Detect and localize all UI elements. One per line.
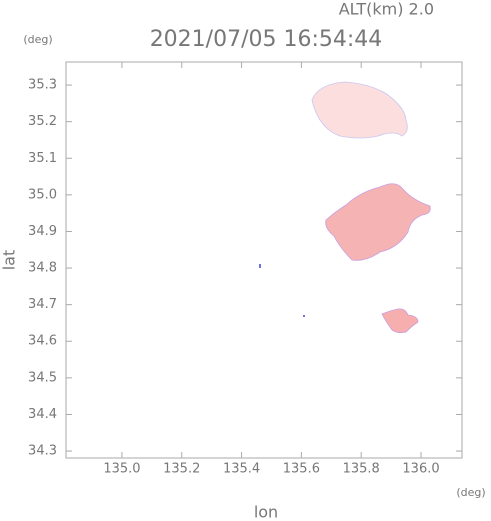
x-axis-label: lon bbox=[254, 503, 278, 521]
x-tick-label: 135.4 bbox=[223, 462, 260, 477]
y-unit: (deg) bbox=[23, 33, 52, 46]
y-tick-label: 35.3 bbox=[28, 78, 57, 93]
plot-frame bbox=[65, 61, 463, 459]
echo-dot bbox=[303, 315, 305, 317]
y-tick-label: 35.0 bbox=[28, 187, 57, 202]
y-tick-label: 34.4 bbox=[28, 407, 57, 422]
y-tick-label: 35.2 bbox=[28, 114, 57, 129]
y-tick-label: 34.5 bbox=[28, 370, 57, 385]
x-tick-label: 135.8 bbox=[343, 462, 380, 477]
x-tick-label: 135.2 bbox=[163, 462, 200, 477]
y-tick-label: 34.9 bbox=[28, 224, 57, 239]
chart-title: 2021/07/05 16:54:44 bbox=[150, 27, 383, 52]
echo-regions bbox=[259, 81, 431, 334]
altitude-label: ALT(km) 2.0 bbox=[339, 0, 434, 19]
echo-region bbox=[325, 183, 431, 261]
echo-dot bbox=[259, 264, 261, 268]
y-axis-label: lat bbox=[0, 250, 19, 271]
echo-region bbox=[311, 81, 408, 139]
y-tick-label: 34.3 bbox=[28, 444, 57, 459]
y-tick-label: 35.1 bbox=[28, 151, 57, 166]
y-tick-label: 34.6 bbox=[28, 334, 57, 349]
x-tick-label: 135.0 bbox=[103, 462, 140, 477]
y-tick-label: 34.7 bbox=[28, 297, 57, 312]
x-tick-label: 136.0 bbox=[402, 462, 439, 477]
x-tick-label: 135.6 bbox=[283, 462, 320, 477]
y-tick-label: 34.8 bbox=[28, 261, 57, 276]
echo-region bbox=[381, 308, 419, 334]
x-unit: (deg) bbox=[456, 486, 485, 499]
